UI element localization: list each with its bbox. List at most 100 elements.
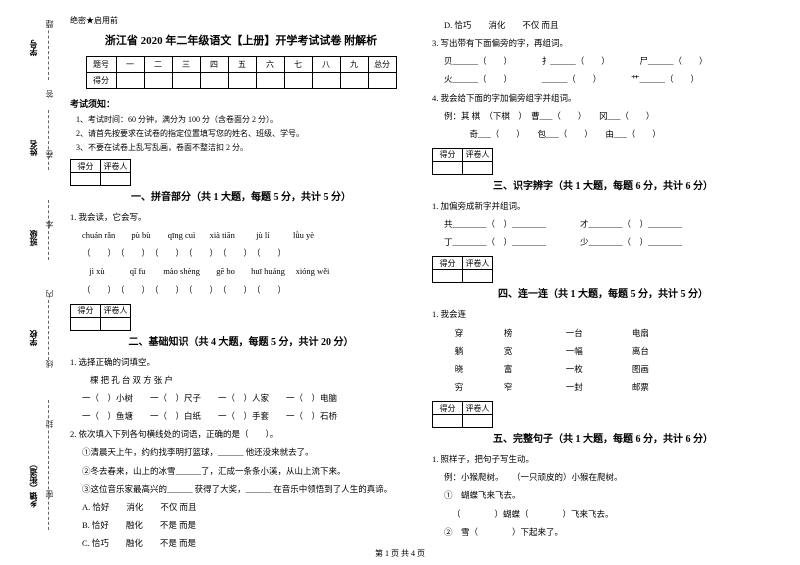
sent: （ ）蝴蝶（ ）飞来飞去。 [432,506,774,522]
pinyin: jì xù [82,263,112,279]
fill-line: 火______（ ） ______（ ） 艹______（ ） [432,71,774,87]
page: 绝密★启用前 浙江省 2020 年二年级语文【上册】开学考试试卷 附解析 题号 … [0,0,800,540]
notice-item: 2、请首先按要求在试卷的指定位置填写您的姓名、班级、学号。 [76,128,412,139]
seal-text: 内 [44,290,55,298]
section-3-title: 三、识字辨字（共 1 大题，每题 6 分，共计 6 分） [432,177,774,192]
cell[interactable] [284,73,312,89]
match-row: 躺 宽 一幅 离台 [432,343,774,359]
dash [48,200,49,260]
cell[interactable] [144,73,172,89]
fill-line: 一（ ）鱼塘 一（ ）白纸 一（ ）手套 一（ ）石桥 [70,408,412,424]
cell[interactable] [101,317,131,330]
cell: 得分 [433,148,463,161]
score-table: 题号 一 二 三 四 五 六 七 八 九 总分 得分 [86,56,397,89]
blank-row: （ ） （ ） （ ） （ ） （ ） （ ） [70,282,412,298]
word-bank: 棵 把 孔 台 双 方 张 户 [70,372,412,388]
question: 2. 依次填入下列各句横线处的词语，正确的是（ ）。 [70,426,412,442]
match-cell: 一枚 [559,361,589,377]
question: 1. 照样子，把句子写生动。 [432,451,774,467]
grader-table: 得分评卷人 [432,256,493,283]
seal-text: 封 [44,420,55,428]
cell: 总分 [368,57,396,73]
fill-line: 贝______（ ） 扌______（ ） 尸______（ ） [432,53,774,69]
dash [48,110,49,170]
pinyin: chuán rǎn [82,227,115,243]
cell[interactable] [172,73,200,89]
cell[interactable] [200,73,228,89]
right-column: D. 恰巧 消化 不仅 而且 3. 写出带有下面偏旁的字，再组词。 贝_____… [422,15,784,540]
page-footer: 第 1 页 共 4 页 [0,548,800,559]
cell: 评卷人 [101,304,131,317]
cell: 得分 [433,402,463,415]
dash [48,20,49,80]
cell: 五 [228,57,256,73]
cell[interactable] [433,415,463,428]
section-4-title: 四、连一连（共 1 大题，每题 5 分，共计 5 分） [432,285,774,300]
pinyin: xióng wěi [296,263,330,279]
section-1-title: 一、拼音部分（共 1 大题，每题 5 分，共计 5 分） [70,188,412,203]
notice-item: 3、不要在试卷上乱写乱画，卷面不整洁扣 2 分。 [76,142,412,153]
sent: ② 雪（ ）下起来了。 [432,524,774,540]
cell[interactable] [368,73,396,89]
fill-line: 共________（ ）________ 才________（ ）_______… [432,216,774,232]
seal-text: 本 [44,220,55,228]
label-school: 学校 [28,330,39,346]
cell: 评卷人 [463,148,493,161]
table-row: 题号 一 二 三 四 五 六 七 八 九 总分 [86,57,396,73]
label-name: 姓名 [28,140,39,156]
cell[interactable] [433,270,463,283]
match-cell: 穿 [444,325,474,341]
match-cell: 躺 [444,343,474,359]
sent: ②冬去春来，山上的冰雪______了，汇成一条条小溪，从山上流下来。 [70,463,412,479]
pinyin: qǐ fu [123,263,153,279]
cell[interactable] [116,73,144,89]
option-d: D. 恰巧 消化 不仅 而且 [432,17,774,33]
cell: 六 [256,57,284,73]
grader-table: 得分评卷人 [432,148,493,175]
question: 3. 写出带有下面偏旁的字，再组词。 [432,35,774,51]
grader-table: 得分评卷人 [432,401,493,428]
cell[interactable] [312,73,340,89]
question: 1. 加偏旁成新字并组词。 [432,198,774,214]
cell[interactable] [463,161,493,174]
cell: 得分 [433,257,463,270]
match-row: 晓 富 一枚 图画 [432,361,774,377]
sent: ① 蝴蝶飞来飞去。 [432,487,774,503]
example: 例：小猴爬树。 （一只顽皮的）小猴在爬树。 [432,469,774,485]
binding-margin: 学号 姓名 班级 学校 乡镇（街道） 题 答 卷 本 内 线 封 密 [0,0,60,540]
seal-text: 题 [44,20,55,28]
sent: ①清晨天上午，约约找李明打篮球，______ 他还没来就去了。 [70,444,412,460]
pinyin: xià tiān [207,227,237,243]
cell[interactable] [256,73,284,89]
match-cell: 宽 [493,343,523,359]
grader-table: 得分评卷人 [70,159,131,186]
label-student-id: 学号 [28,40,39,56]
cell[interactable] [71,317,101,330]
pinyin: huī huáng [251,263,285,279]
cell[interactable] [463,270,493,283]
seal-text: 线 [44,360,55,368]
cell[interactable] [463,415,493,428]
cell[interactable] [228,73,256,89]
cell: 八 [312,57,340,73]
cell[interactable] [101,173,131,186]
section-5-title: 五、完整句子（共 1 大题，每题 6 分，共计 6 分） [432,430,774,445]
label-class: 班级 [28,230,39,246]
match-cell: 图画 [625,361,655,377]
pinyin-row: jì xù qǐ fu mào shèng gē bo huī huáng xi… [70,263,412,279]
grader-table: 得分评卷人 [70,304,131,331]
question: 1. 我会读，它会写。 [70,209,412,225]
cell: 九 [340,57,368,73]
cell[interactable] [340,73,368,89]
seal-text: 密 [44,490,55,498]
left-column: 绝密★启用前 浙江省 2020 年二年级语文【上册】开学考试试卷 附解析 题号 … [60,15,422,540]
match-cell: 一封 [559,379,589,395]
cell[interactable] [71,173,101,186]
cell: 题号 [86,57,116,73]
table-row: 得分 [86,73,396,89]
pinyin: qīng cuì [167,227,197,243]
option-a: A. 恰好 消化 不仅 而且 [70,499,412,515]
fill-line: 丁________（ ）________ 少________（ ）_______… [432,234,774,250]
question: 1. 我会连 [432,306,774,322]
cell[interactable] [433,161,463,174]
